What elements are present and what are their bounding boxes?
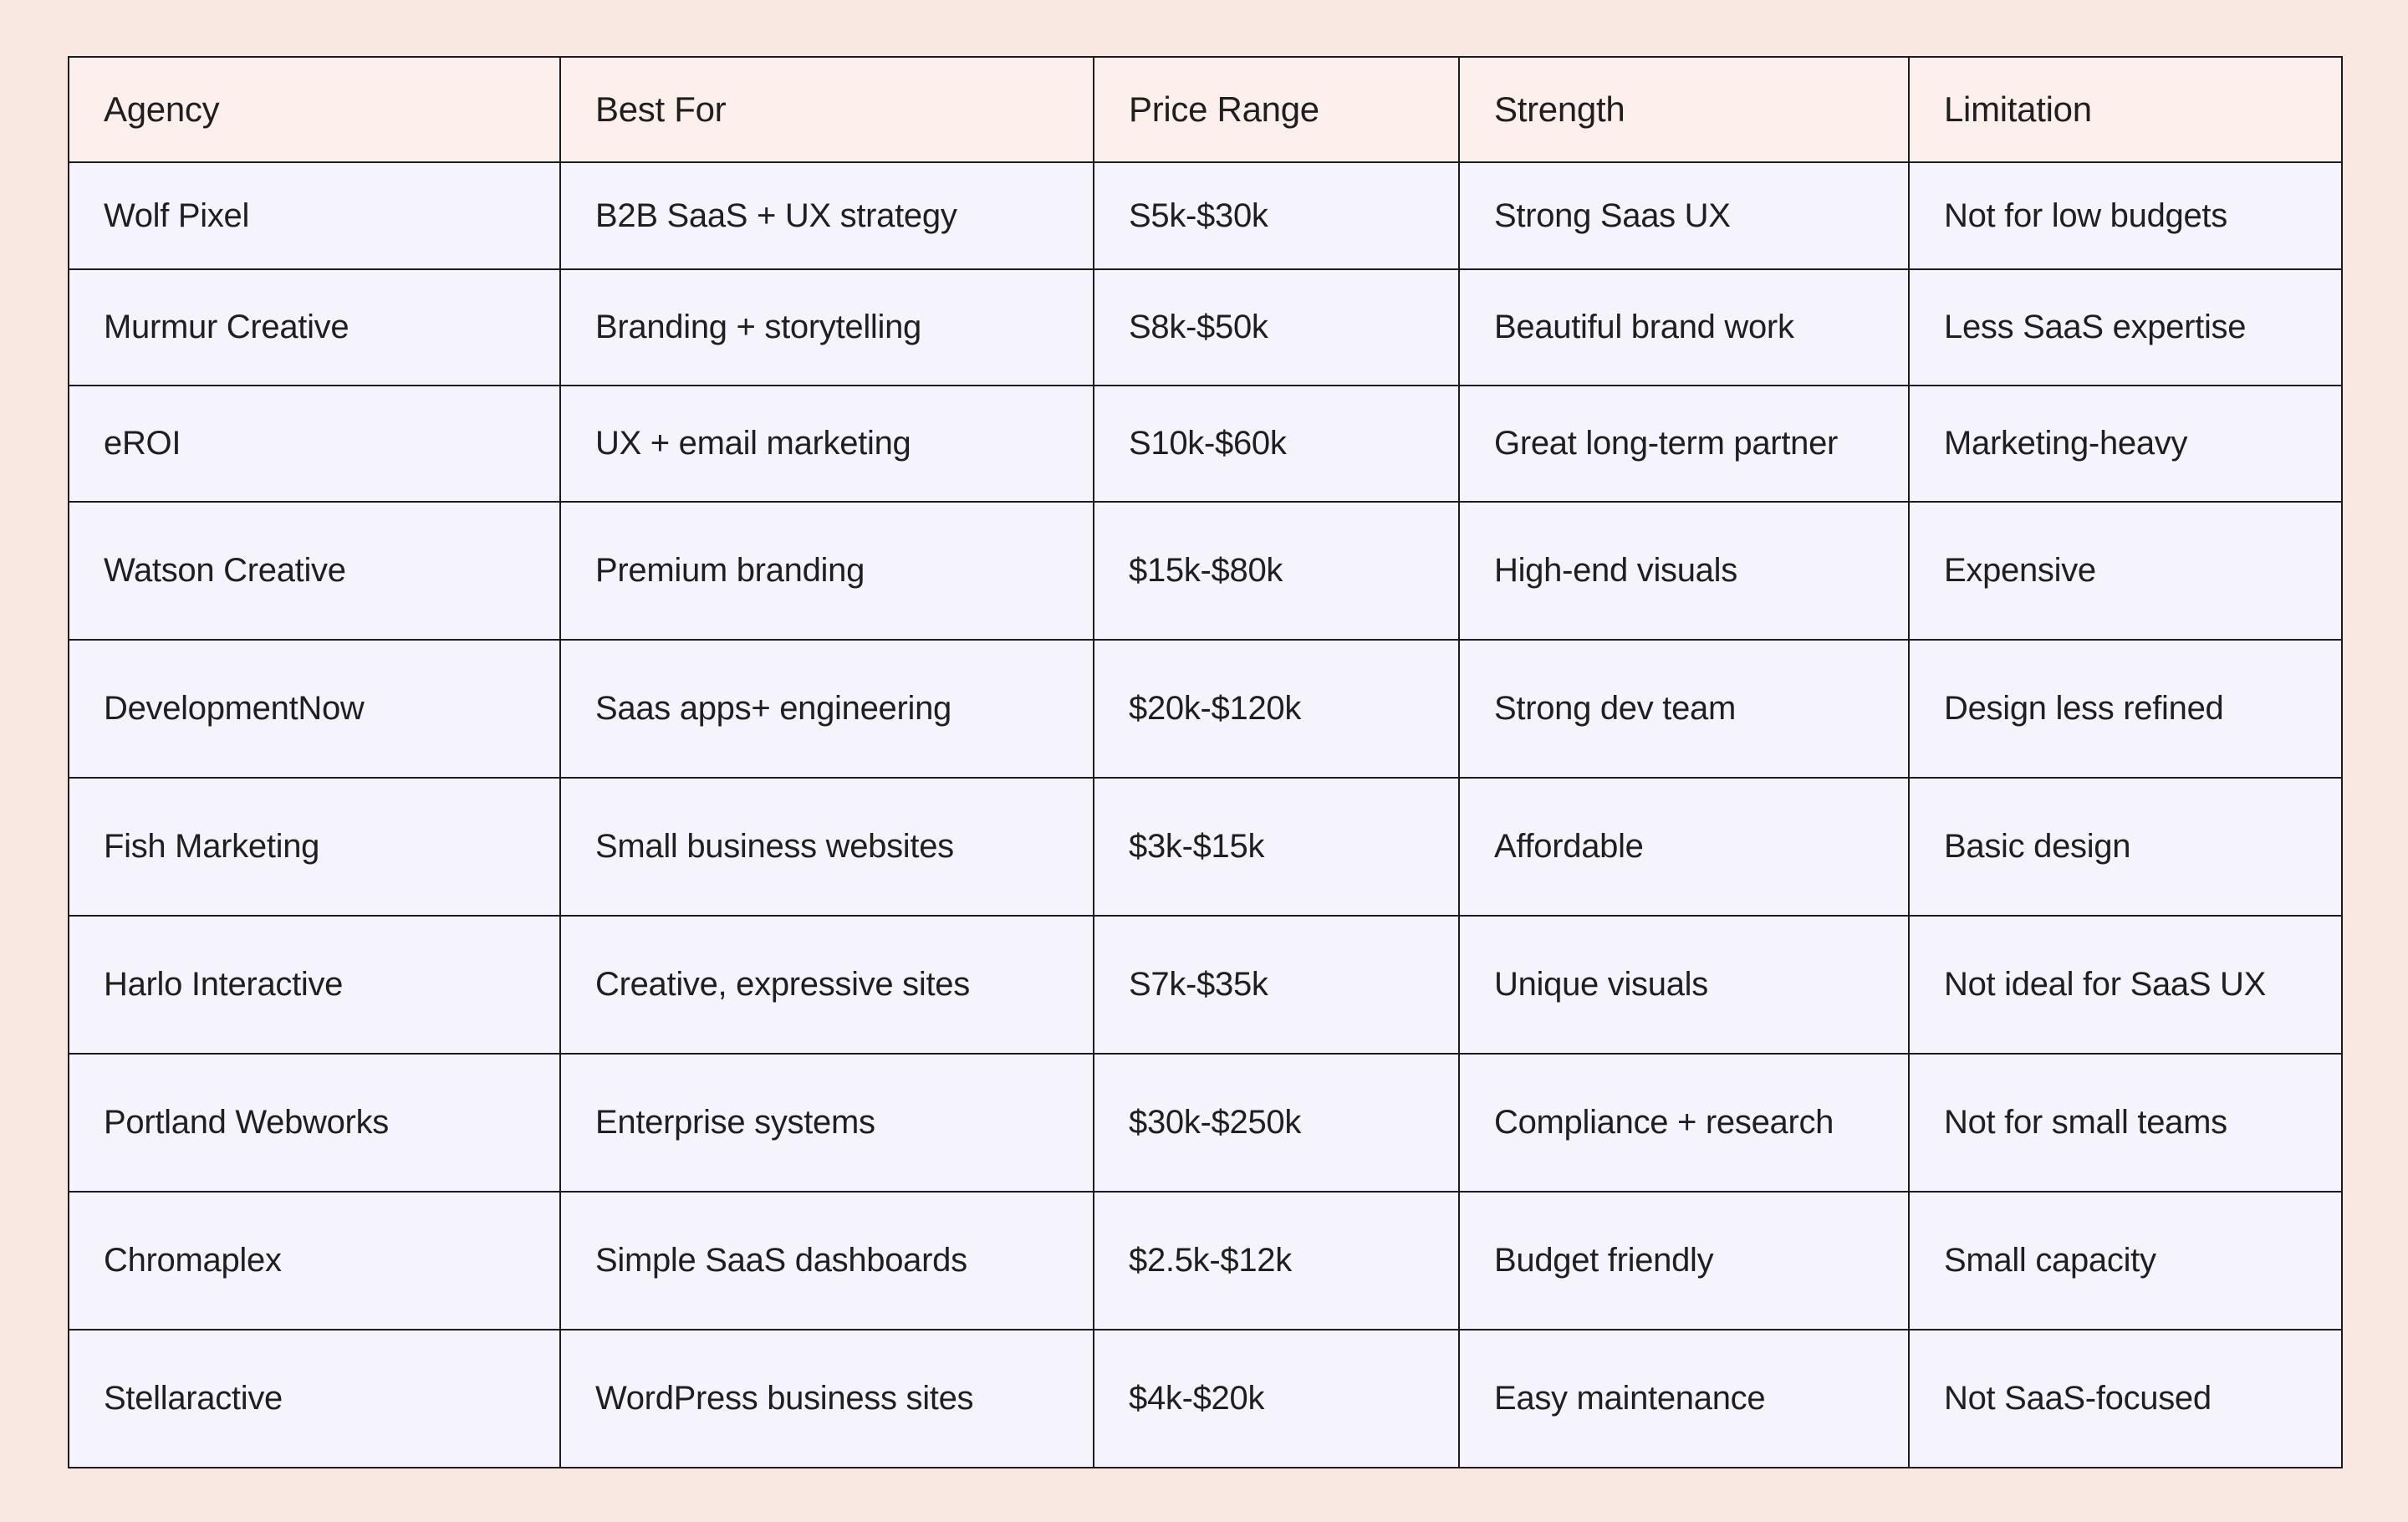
cell-agency: eROI xyxy=(68,385,561,503)
cell-best-for: Small business websites xyxy=(559,777,1094,917)
cell-limitation: Design less refined xyxy=(1908,639,2343,779)
header-row: Agency Best For Price Range Strength Lim… xyxy=(68,56,2343,163)
cell-price-range: S7k-$35k xyxy=(1093,915,1460,1055)
cell-limitation: Not for small teams xyxy=(1908,1053,2343,1193)
cell-best-for: Enterprise systems xyxy=(559,1053,1094,1193)
cell-agency: DevelopmentNow xyxy=(68,639,561,779)
cell-best-for: WordPress business sites xyxy=(559,1329,1094,1468)
cell-limitation: Expensive xyxy=(1908,501,2343,641)
cell-price-range: S5k-$30k xyxy=(1093,161,1460,270)
cell-strength: Easy maintenance xyxy=(1458,1329,1910,1468)
cell-strength: Budget friendly xyxy=(1458,1191,1910,1330)
cell-agency: Harlo Interactive xyxy=(68,915,561,1055)
table-row: Watson Creative Premium branding $15k-$8… xyxy=(68,501,2343,641)
cell-price-range: $15k-$80k xyxy=(1093,501,1460,641)
cell-price-range: S8k-$50k xyxy=(1093,268,1460,386)
cell-price-range: $2.5k-$12k xyxy=(1093,1191,1460,1330)
cell-agency: Fish Marketing xyxy=(68,777,561,917)
cell-strength: Affordable xyxy=(1458,777,1910,917)
cell-strength: Beautiful brand work xyxy=(1458,268,1910,386)
comparison-table-container: Agency Best For Price Range Strength Lim… xyxy=(68,56,2343,1468)
cell-limitation: Basic design xyxy=(1908,777,2343,917)
cell-limitation: Not for low budgets xyxy=(1908,161,2343,270)
table-header: Agency Best For Price Range Strength Lim… xyxy=(68,56,2343,163)
table-body: Wolf Pixel B2B SaaS + UX strategy S5k-$3… xyxy=(68,161,2343,1468)
table-row: Chromaplex Simple SaaS dashboards $2.5k-… xyxy=(68,1191,2343,1330)
table-row: Harlo Interactive Creative, expressive s… xyxy=(68,915,2343,1055)
table-row: DevelopmentNow Saas apps+ engineering $2… xyxy=(68,639,2343,779)
cell-best-for: B2B SaaS + UX strategy xyxy=(559,161,1094,270)
cell-best-for: Branding + storytelling xyxy=(559,268,1094,386)
cell-price-range: $20k-$120k xyxy=(1093,639,1460,779)
cell-agency: Portland Webworks xyxy=(68,1053,561,1193)
cell-best-for: Premium branding xyxy=(559,501,1094,641)
cell-limitation: Marketing-heavy xyxy=(1908,385,2343,503)
header-strength: Strength xyxy=(1458,56,1910,163)
table-row: Murmur Creative Branding + storytelling … xyxy=(68,268,2343,386)
cell-strength: Strong Saas UX xyxy=(1458,161,1910,270)
cell-best-for: Simple SaaS dashboards xyxy=(559,1191,1094,1330)
cell-price-range: $3k-$15k xyxy=(1093,777,1460,917)
cell-agency: Chromaplex xyxy=(68,1191,561,1330)
cell-limitation: Small capacity xyxy=(1908,1191,2343,1330)
cell-limitation: Not ideal for SaaS UX xyxy=(1908,915,2343,1055)
cell-price-range: $30k-$250k xyxy=(1093,1053,1460,1193)
agency-comparison-table: Agency Best For Price Range Strength Lim… xyxy=(68,56,2343,1468)
cell-strength: Strong dev team xyxy=(1458,639,1910,779)
cell-strength: Great long-term partner xyxy=(1458,385,1910,503)
cell-limitation: Not SaaS-focused xyxy=(1908,1329,2343,1468)
cell-best-for: Creative, expressive sites xyxy=(559,915,1094,1055)
cell-agency: Watson Creative xyxy=(68,501,561,641)
header-limitation: Limitation xyxy=(1908,56,2343,163)
table-row: eROI UX + email marketing S10k-$60k Grea… xyxy=(68,385,2343,503)
table-row: Wolf Pixel B2B SaaS + UX strategy S5k-$3… xyxy=(68,161,2343,270)
table-row: Fish Marketing Small business websites $… xyxy=(68,777,2343,917)
cell-best-for: UX + email marketing xyxy=(559,385,1094,503)
header-agency: Agency xyxy=(68,56,561,163)
cell-price-range: $4k-$20k xyxy=(1093,1329,1460,1468)
table-row: Stellaractive WordPress business sites $… xyxy=(68,1329,2343,1468)
cell-agency: Murmur Creative xyxy=(68,268,561,386)
cell-strength: Compliance + research xyxy=(1458,1053,1910,1193)
cell-strength: Unique visuals xyxy=(1458,915,1910,1055)
cell-price-range: S10k-$60k xyxy=(1093,385,1460,503)
table-row: Portland Webworks Enterprise systems $30… xyxy=(68,1053,2343,1193)
cell-strength: High-end visuals xyxy=(1458,501,1910,641)
cell-limitation: Less SaaS expertise xyxy=(1908,268,2343,386)
cell-agency: Wolf Pixel xyxy=(68,161,561,270)
cell-best-for: Saas apps+ engineering xyxy=(559,639,1094,779)
header-best-for: Best For xyxy=(559,56,1094,163)
header-price-range: Price Range xyxy=(1093,56,1460,163)
cell-agency: Stellaractive xyxy=(68,1329,561,1468)
